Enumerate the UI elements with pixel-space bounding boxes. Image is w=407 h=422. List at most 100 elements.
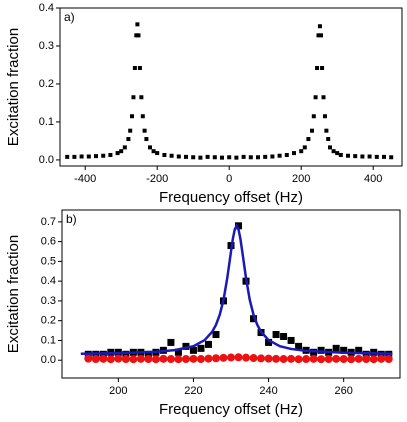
point — [134, 33, 139, 38]
point — [144, 137, 149, 142]
y-tick-label: 0.4 — [39, 2, 54, 14]
point — [159, 354, 168, 363]
point — [205, 154, 210, 159]
point — [264, 354, 273, 363]
x-tick-label: 0 — [226, 173, 232, 185]
point — [279, 355, 288, 364]
point — [250, 315, 258, 323]
point — [144, 350, 152, 358]
point — [346, 153, 350, 158]
point — [72, 154, 77, 159]
point — [248, 155, 253, 160]
point — [167, 338, 175, 346]
point — [197, 344, 205, 352]
point — [263, 154, 268, 159]
point — [389, 155, 394, 160]
point — [94, 154, 98, 159]
point — [315, 66, 320, 71]
point — [79, 154, 84, 159]
point — [139, 95, 144, 100]
y-tick-label: 0.2 — [41, 315, 56, 327]
y-tick-label: 0.7 — [41, 216, 56, 228]
point — [176, 154, 181, 159]
x-axis-label: Frequency offset (Hz) — [159, 189, 303, 206]
point — [182, 342, 190, 350]
point — [131, 95, 136, 100]
point — [121, 355, 130, 364]
point — [132, 66, 137, 71]
point — [204, 354, 213, 363]
y-tick-label: 0.1 — [41, 334, 56, 346]
point — [234, 353, 243, 362]
point — [322, 114, 327, 119]
point — [115, 151, 120, 156]
y-tick-label: 0.0 — [39, 154, 54, 166]
point — [317, 346, 325, 354]
y-tick-label: 0.5 — [41, 255, 56, 267]
point — [241, 154, 246, 159]
point — [287, 336, 295, 344]
y-tick-label: 0.1 — [39, 116, 54, 128]
x-axis-label: Frequency offset (Hz) — [159, 401, 303, 418]
point — [272, 354, 281, 363]
point — [140, 114, 145, 119]
point — [169, 153, 174, 158]
point — [339, 355, 348, 364]
point — [321, 95, 326, 100]
point — [148, 145, 152, 150]
point — [184, 154, 188, 159]
point — [382, 154, 386, 159]
y-tick-label: 0.3 — [41, 295, 56, 307]
point — [319, 33, 323, 38]
point — [277, 153, 282, 158]
point — [362, 355, 371, 364]
point — [126, 137, 131, 142]
point — [280, 332, 288, 340]
point — [166, 355, 175, 364]
point — [324, 355, 333, 364]
point — [311, 114, 316, 119]
panel-label: b) — [66, 212, 77, 226]
point — [108, 152, 113, 157]
fit-line — [80, 223, 393, 355]
point — [272, 331, 280, 339]
point — [309, 354, 318, 363]
point — [374, 154, 379, 159]
point — [189, 346, 197, 354]
point — [302, 355, 311, 364]
point — [65, 154, 70, 159]
point — [84, 354, 93, 363]
point — [137, 66, 142, 71]
point — [227, 353, 235, 362]
y-tick-label: 0.3 — [39, 40, 54, 52]
point — [101, 153, 106, 158]
point — [367, 154, 372, 159]
point — [384, 355, 393, 364]
point — [204, 340, 212, 348]
y-tick-label: 0.4 — [41, 275, 56, 287]
point — [122, 350, 130, 358]
point — [326, 137, 331, 142]
point — [191, 155, 196, 160]
point — [135, 22, 140, 27]
point — [320, 66, 325, 71]
point — [355, 346, 363, 354]
point — [292, 151, 296, 156]
point — [144, 355, 153, 364]
point — [369, 355, 378, 364]
panel-label: a) — [64, 10, 75, 24]
point — [340, 346, 348, 354]
point — [317, 355, 326, 364]
point — [377, 354, 386, 363]
x-tick-label: 400 — [364, 173, 382, 185]
point — [270, 154, 275, 159]
point — [335, 151, 340, 156]
point — [328, 145, 332, 150]
point — [189, 354, 198, 363]
point — [122, 145, 127, 150]
point — [211, 354, 220, 363]
point — [265, 338, 273, 346]
point — [310, 128, 314, 133]
point — [313, 95, 318, 100]
point — [354, 354, 363, 363]
